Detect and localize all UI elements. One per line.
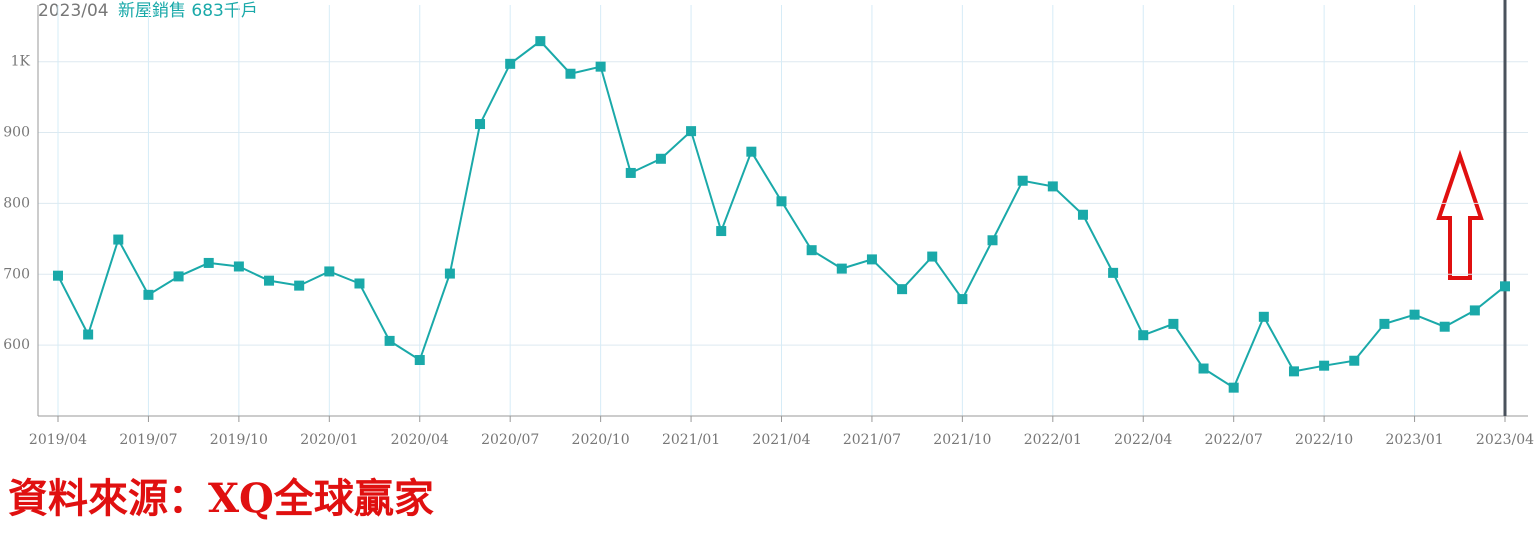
legend-text: 新屋銷售 683千戶 [118,1,258,21]
point [1228,382,1239,393]
point [1349,355,1360,366]
point [927,251,938,262]
x-tick-label: 2022/04 [1114,432,1172,448]
x-tick-label: 2019/10 [210,432,268,448]
point [294,280,305,291]
point [1319,360,1330,371]
x-tick-label: 2022/07 [1205,432,1263,448]
x-tick-label: 2022/01 [1024,432,1082,448]
x-tick-label: 2021/10 [933,432,991,448]
point [565,68,576,79]
point [987,235,998,246]
point [475,119,486,130]
x-tick-label: 2023/01 [1385,432,1443,448]
point [1469,305,1480,316]
point [1288,366,1299,377]
point [866,254,877,265]
point [1379,318,1390,329]
up-arrow [1436,149,1484,280]
point [535,36,546,47]
point [1168,318,1179,329]
point [897,284,908,295]
point [1258,311,1269,322]
point [1439,321,1450,332]
x-tick-label: 2019/07 [119,432,177,448]
x-tick-label: 2021/07 [843,432,901,448]
point [324,266,335,277]
x-tick-label: 2021/01 [662,432,720,448]
point [1409,309,1420,320]
source-note: 資料來源：XQ全球贏家 [8,475,434,522]
point [173,271,184,282]
point [203,257,214,268]
point [686,126,697,137]
y-tick-label: 1K [11,54,31,70]
y-tick-label: 900 [3,125,30,141]
y-tick-label: 600 [3,337,30,353]
point [83,329,94,340]
point [1108,267,1119,278]
point [595,61,606,72]
x-tick-label: 2023/04 [1476,432,1534,448]
y-tick-label: 800 [3,195,30,211]
point [625,167,636,178]
point [233,261,244,272]
point [957,294,968,305]
x-tick-label: 2020/10 [572,432,630,448]
point [264,275,275,286]
point [1017,175,1028,186]
point [1047,181,1058,192]
x-tick-label: 2020/04 [391,432,449,448]
x-tick-label: 2020/01 [300,432,358,448]
x-tick-label: 2021/04 [752,432,810,448]
point [655,153,666,164]
x-tick-label: 2020/07 [481,432,539,448]
point [776,196,787,207]
header-date: 2023/04 [38,1,109,21]
point [1500,281,1510,292]
point [414,355,425,366]
point [384,335,395,346]
point [53,270,63,281]
x-tick-label: 2019/04 [29,432,87,448]
point [354,278,365,289]
y-tick-label: 700 [3,266,30,282]
point [143,289,154,300]
point [806,245,817,256]
point [746,146,757,157]
point [505,58,516,69]
point [1077,209,1088,220]
point [836,263,847,274]
point [1198,363,1209,374]
point [1138,330,1149,341]
point [716,226,727,237]
point [444,268,455,279]
point [113,234,124,245]
x-tick-label: 2022/10 [1295,432,1353,448]
